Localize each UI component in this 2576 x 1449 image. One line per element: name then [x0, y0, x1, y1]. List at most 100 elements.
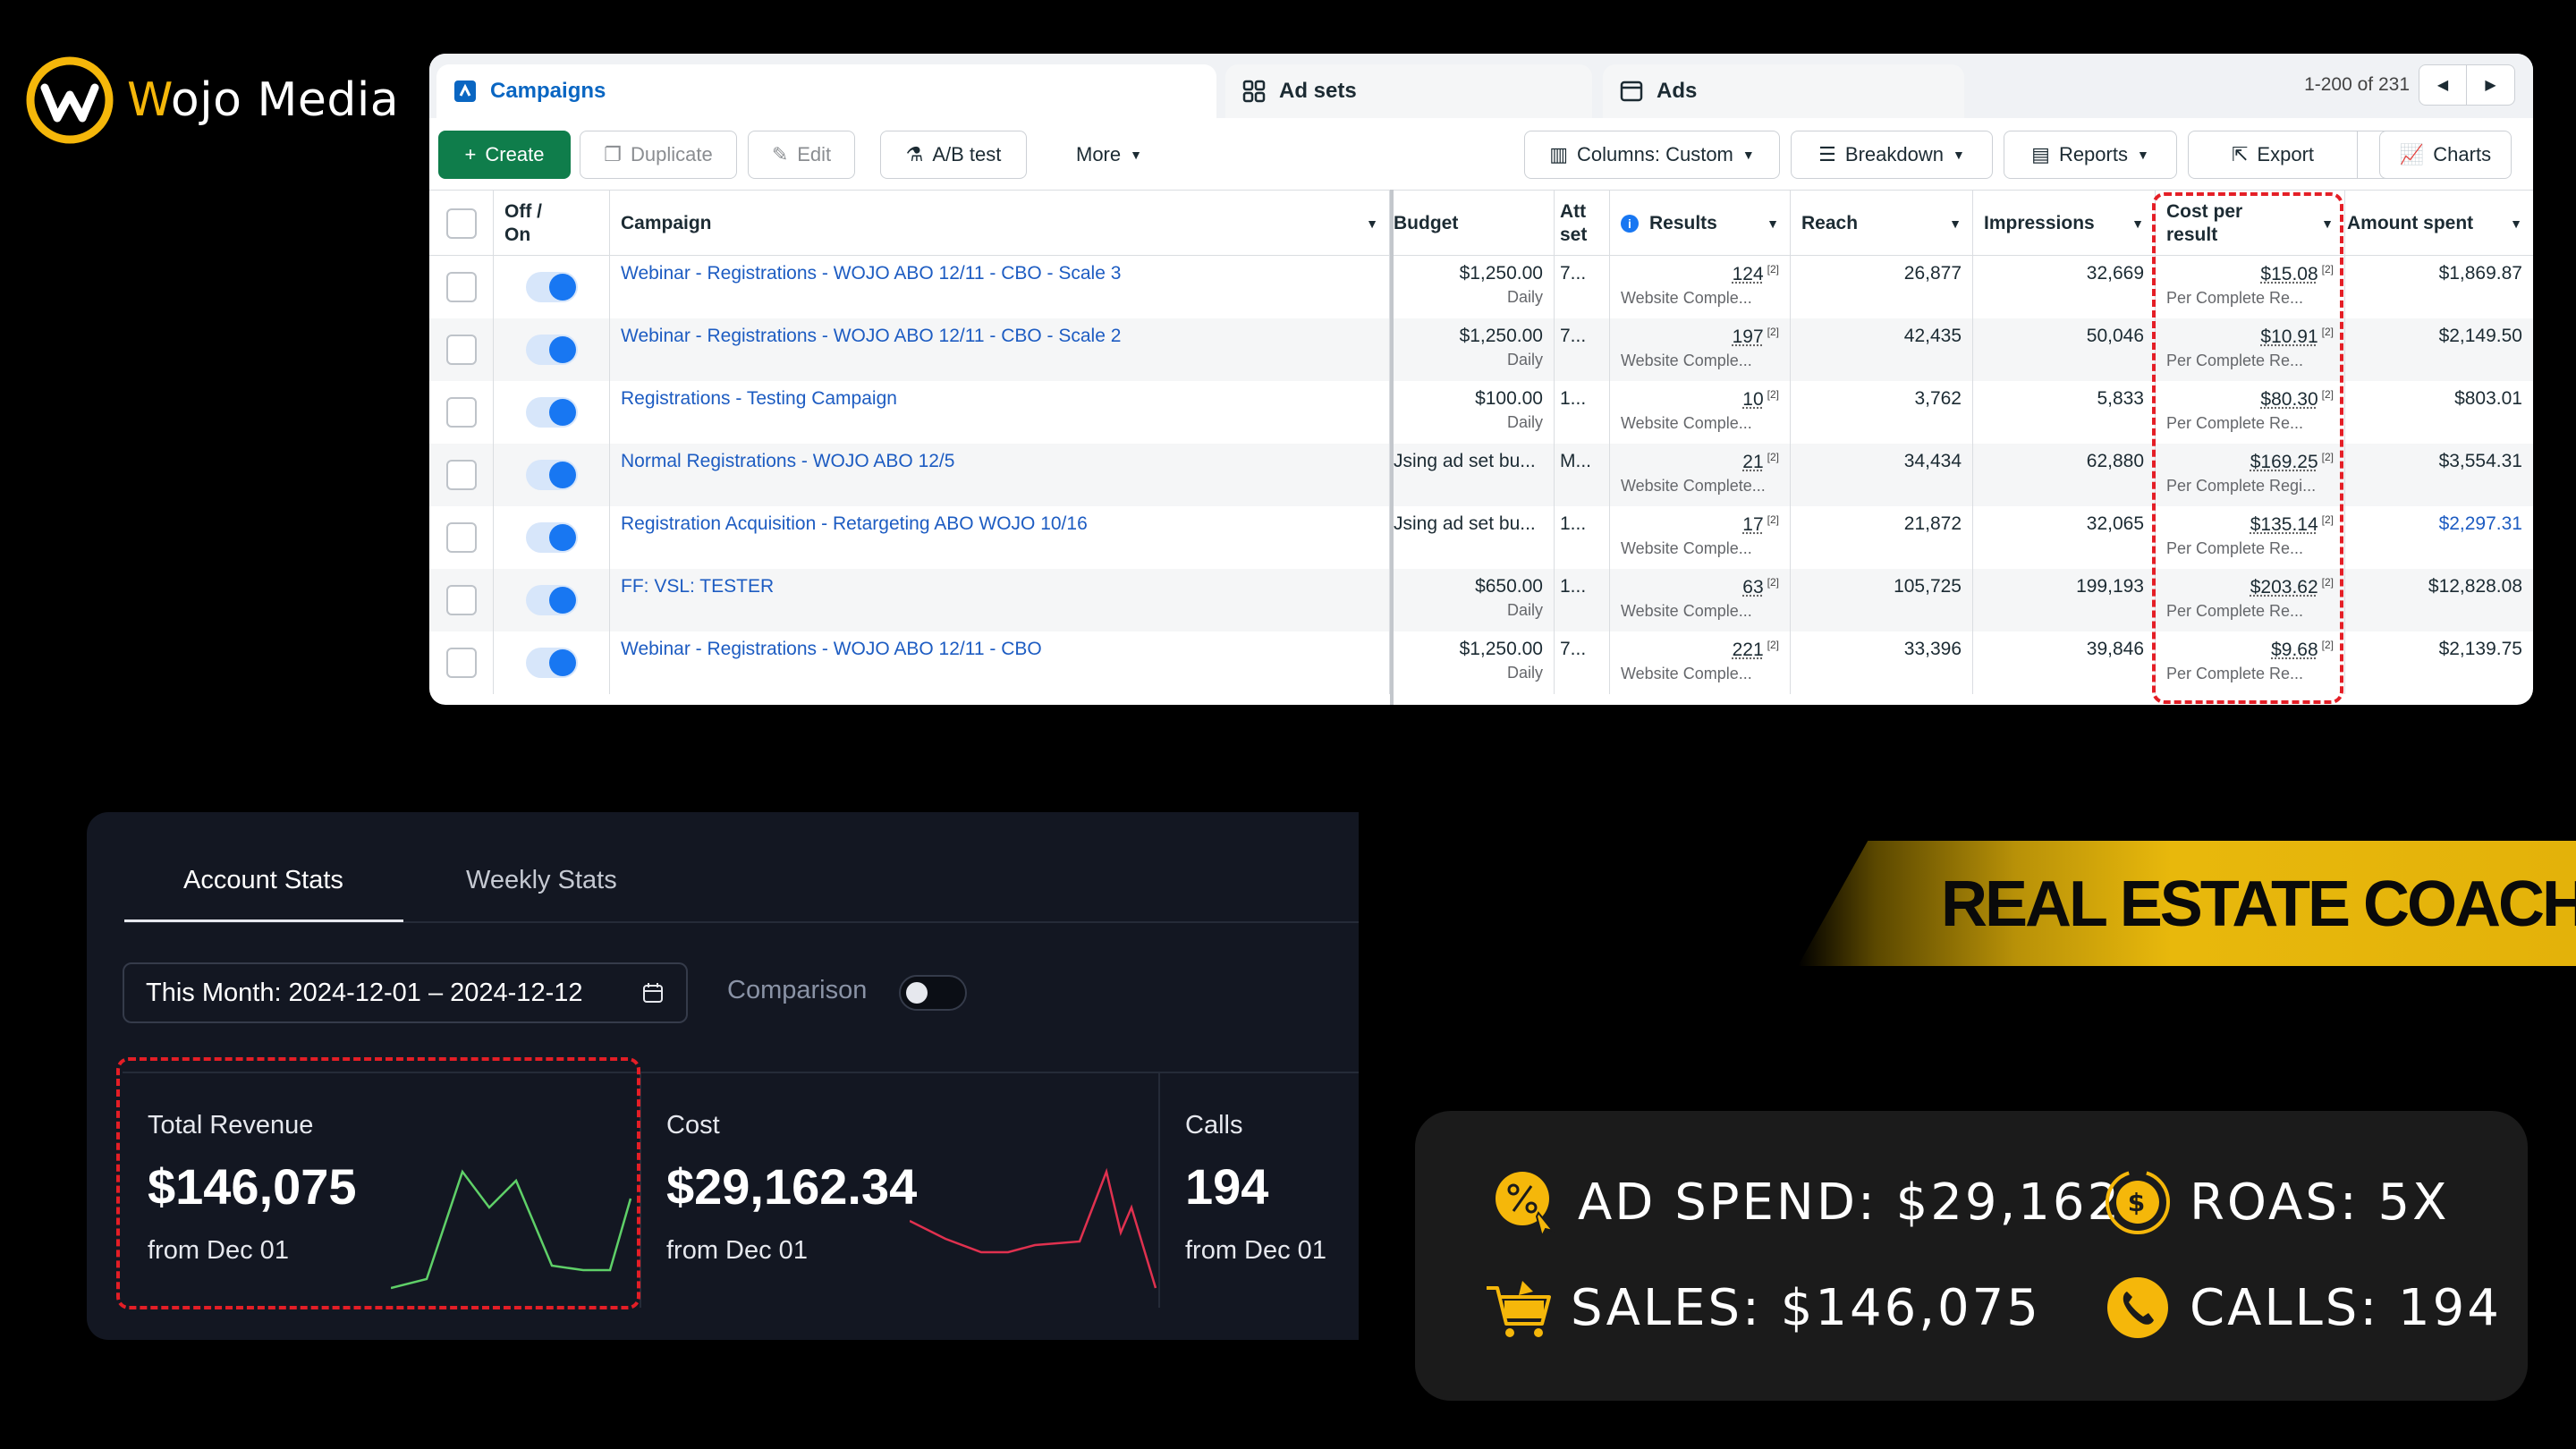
row-checkbox[interactable] — [445, 648, 477, 678]
prev-page-button[interactable]: ◀ — [2419, 64, 2467, 106]
row-checkbox[interactable] — [445, 460, 477, 490]
results-value[interactable]: 10 — [1742, 389, 1764, 410]
cost-per-result-cell: $135.14 [2] Per Complete Re... — [2156, 506, 2345, 569]
cost-per-result-value[interactable]: $15.08 — [2260, 264, 2318, 284]
tab-weekly-stats[interactable]: Weekly Stats — [466, 866, 617, 894]
results-value[interactable]: 21 — [1742, 452, 1764, 472]
impressions-cell: 199,193 — [1973, 569, 2156, 631]
chevron-right-icon: ▶ — [2485, 78, 2496, 93]
results-value[interactable]: 221 — [1732, 640, 1764, 660]
header-cost-per-result[interactable]: Cost per result ▼ — [2156, 191, 2345, 257]
budget-value: Jsing ad set bu... — [1394, 451, 1536, 471]
revenue-sparkline — [391, 1169, 632, 1290]
export-button[interactable]: ⇱ Export — [2188, 131, 2358, 179]
campaign-link[interactable]: FF: VSL: TESTER — [621, 576, 775, 597]
cost-per-result-cell: $15.08 [2] Per Complete Re... — [2156, 256, 2345, 318]
table-row[interactable]: Webinar - Registrations - WOJO ABO 12/11… — [429, 631, 2533, 694]
campaign-on-off-toggle[interactable] — [525, 522, 578, 553]
footnote-mark: [2] — [2321, 326, 2334, 338]
header-budget[interactable]: Budget — [1394, 191, 1555, 257]
more-button[interactable]: More ▼ — [1046, 131, 1172, 179]
campaign-on-off-toggle[interactable] — [525, 460, 578, 490]
budget-type: Daily — [1506, 601, 1543, 619]
breakdown-dropdown[interactable]: ☰ Breakdown ▼ — [1791, 131, 1993, 179]
amount-spent-value: $3,554.31 — [2438, 451, 2522, 471]
campaign-link[interactable]: Webinar - Registrations - WOJO ABO 12/11… — [621, 326, 1122, 346]
impressions-value: 62,880 — [2086, 451, 2144, 471]
metric-value: 194 — [1185, 1158, 1269, 1215]
next-page-button[interactable]: ▶ — [2467, 64, 2515, 106]
cost-per-result-value[interactable]: $135.14 — [2250, 514, 2318, 535]
duplicate-button[interactable]: ❐ Duplicate — [580, 131, 737, 179]
charts-button[interactable]: 📈 Charts — [2379, 131, 2512, 179]
campaigns-table: Off / On Campaign ▼ Budget Att set i Resul… — [429, 190, 2533, 705]
table-row[interactable]: Webinar - Registrations - WOJO ABO 12/11… — [429, 256, 2533, 318]
columns-dropdown[interactable]: ▥ Columns: Custom ▼ — [1524, 131, 1780, 179]
table-row[interactable]: FF: VSL: TESTER $650.00 Daily 1... 63 [2] Webs… — [429, 569, 2533, 631]
row-checkbox[interactable] — [445, 522, 477, 553]
header-campaign[interactable]: Campaign ▼ — [610, 191, 1390, 257]
campaign-link[interactable]: Registration Acquisition - Retargeting A… — [621, 513, 1088, 534]
caret-down-icon: ▼ — [2131, 216, 2144, 231]
table-row[interactable]: Webinar - Registrations - WOJO ABO 12/11… — [429, 318, 2533, 381]
header-off-on[interactable]: Off / On — [494, 191, 610, 257]
campaign-on-off-toggle[interactable] — [525, 272, 578, 302]
select-all-checkbox[interactable] — [445, 208, 477, 239]
campaign-link[interactable]: Webinar - Registrations - WOJO ABO 12/11… — [621, 263, 1122, 284]
reports-dropdown[interactable]: ▤ Reports ▼ — [2004, 131, 2177, 179]
edit-button[interactable]: ✎ Edit — [748, 131, 855, 179]
header-amount-spent[interactable]: Amount spent ▼ — [2347, 213, 2522, 233]
tab-label: Ad sets — [1279, 79, 1357, 103]
results-type: Website Comple... — [1621, 414, 1752, 432]
campaign-on-off-toggle[interactable] — [525, 585, 578, 615]
ab-test-button[interactable]: ⚗ A/B test — [880, 131, 1027, 179]
campaign-link[interactable]: Webinar - Registrations - WOJO ABO 12/11… — [621, 639, 1042, 659]
create-button[interactable]: + Create — [438, 131, 571, 179]
cost-per-result-value[interactable]: $9.68 — [2271, 640, 2318, 660]
amount-spent-cell: $1,869.87 — [2345, 256, 2533, 318]
campaign-on-off-toggle[interactable] — [525, 397, 578, 428]
row-checkbox[interactable] — [445, 585, 477, 615]
tab-campaigns[interactable]: Campaigns — [436, 64, 1216, 118]
results-value[interactable]: 17 — [1742, 514, 1764, 535]
campaign-link[interactable]: Normal Registrations - WOJO ABO 12/5 — [621, 451, 955, 471]
cost-per-result-value[interactable]: $169.25 — [2250, 452, 2318, 472]
row-checkbox[interactable] — [445, 397, 477, 428]
date-range-picker[interactable]: This Month: 2024-12-01 – 2024-12-12 — [123, 962, 688, 1023]
campaign-on-off-toggle[interactable] — [525, 335, 578, 365]
tab-ad-sets[interactable]: Ad sets — [1225, 64, 1592, 118]
footnote-mark: [2] — [2321, 639, 2334, 651]
impressions-cell: 32,065 — [1973, 506, 2156, 569]
cost-per-result-value[interactable]: $203.62 — [2250, 577, 2318, 597]
impressions-value: 5,833 — [2097, 388, 2144, 409]
metric-value: $146,075 — [148, 1158, 357, 1215]
tab-account-stats[interactable]: Account Stats — [183, 866, 343, 894]
metric-from: from Dec 01 — [666, 1236, 808, 1265]
impressions-value: 32,065 — [2086, 513, 2144, 534]
reports-icon: ▤ — [2031, 143, 2050, 165]
campaign-on-off-toggle[interactable] — [525, 648, 578, 678]
row-toggle-cell — [494, 569, 610, 631]
tab-label: Campaigns — [490, 79, 606, 103]
comparison-toggle[interactable] — [899, 975, 967, 1011]
campaign-link[interactable]: Registrations - Testing Campaign — [621, 388, 897, 409]
table-row[interactable]: Normal Registrations - WOJO ABO 12/5 Jsin… — [429, 444, 2533, 506]
row-checkbox[interactable] — [445, 335, 477, 365]
reach-cell: 42,435 — [1791, 318, 1973, 381]
metric-label: Cost — [666, 1111, 720, 1140]
cost-per-result-value[interactable]: $80.30 — [2260, 389, 2318, 410]
metric-from: from Dec 01 — [148, 1236, 289, 1265]
impressions-cell: 39,846 — [1973, 631, 2156, 694]
results-value[interactable]: 197 — [1732, 326, 1764, 347]
header-attribution[interactable]: Att set — [1555, 191, 1610, 257]
results-value[interactable]: 124 — [1732, 264, 1764, 284]
header-results[interactable]: i Results ▼ — [1610, 191, 1791, 257]
row-checkbox[interactable] — [445, 272, 477, 302]
cost-per-result-value[interactable]: $10.91 — [2260, 326, 2318, 347]
header-impressions[interactable]: Impressions ▼ — [1973, 191, 2156, 257]
header-reach[interactable]: Reach ▼ — [1791, 191, 1973, 257]
table-row[interactable]: Registration Acquisition - Retargeting A… — [429, 506, 2533, 569]
results-value[interactable]: 63 — [1742, 577, 1764, 597]
tab-ads[interactable]: Ads — [1603, 64, 1964, 118]
budget-cell: $650.00 Daily — [1394, 569, 1555, 631]
